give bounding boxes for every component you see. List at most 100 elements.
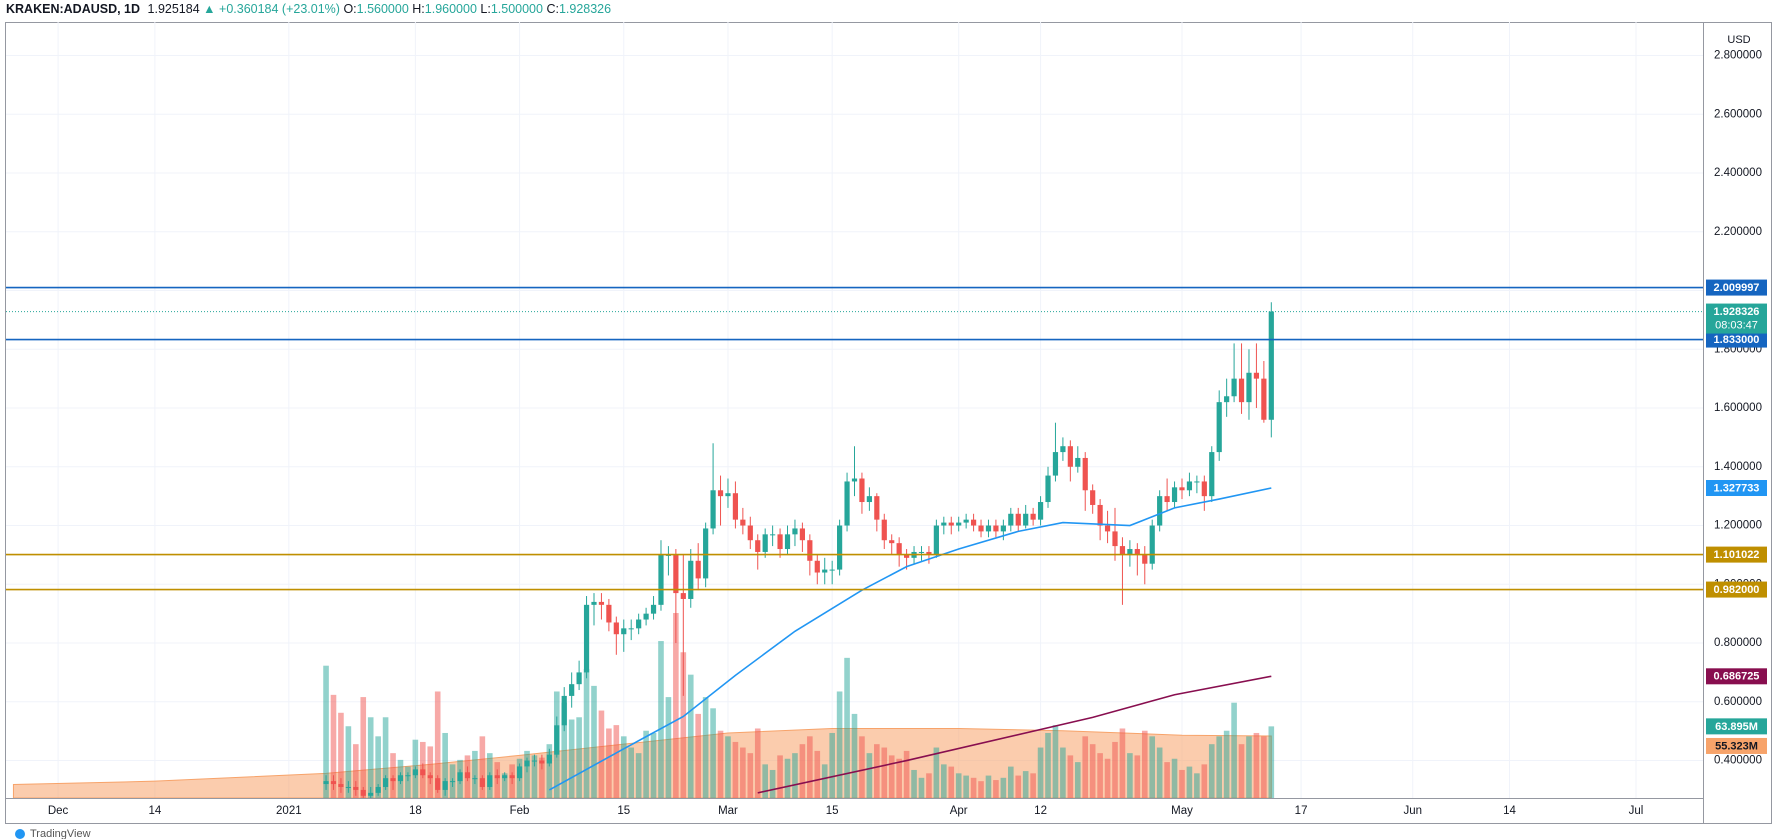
candle-body (345, 786, 351, 788)
x-tick-label: 14 (148, 805, 161, 817)
volume-bar (769, 769, 776, 798)
y-tick-label: 0.600000 (1714, 696, 1762, 708)
candle-body (420, 769, 426, 776)
candle-body (851, 478, 858, 482)
volume-bar (665, 697, 672, 798)
volume-bar (1194, 773, 1200, 798)
volume-bar (680, 652, 687, 798)
candle-body (323, 781, 329, 785)
moving-average-line (548, 487, 1272, 791)
y-tick-label: 2.400000 (1714, 167, 1762, 179)
chart-border (5, 22, 1772, 824)
volume-bar (338, 712, 344, 798)
y-tick-label: 0.800000 (1714, 637, 1762, 649)
candle-body (412, 769, 418, 776)
volume-bar (1082, 736, 1089, 798)
level-label: 2.009997 (1714, 282, 1760, 294)
last-value: 1.925184 (147, 2, 200, 16)
x-tick-label: 17 (1295, 805, 1308, 817)
volume-bar (1000, 777, 1007, 798)
volume-bar (620, 736, 627, 798)
volume-bar (479, 736, 486, 798)
volume-bar (442, 732, 448, 798)
candle-body (717, 490, 724, 497)
volume-bar (1134, 755, 1141, 798)
volume-bar (896, 758, 902, 798)
volume-bar (427, 746, 434, 798)
volume-bar (933, 747, 940, 798)
volume-bar (911, 769, 917, 798)
candle-body (770, 534, 776, 536)
volume-bar (382, 717, 389, 798)
y-tick-label: 2.200000 (1714, 226, 1762, 238)
volume-bar (985, 775, 992, 798)
volume-bar (546, 744, 553, 798)
ohlc-label: L: (480, 2, 491, 16)
volume-bar (1127, 753, 1133, 798)
volume-bar (1022, 771, 1029, 798)
volume-bar (360, 697, 367, 798)
candle-body (814, 560, 820, 573)
volume-bar (1253, 732, 1260, 798)
candle-body (598, 601, 605, 605)
candle-body (1000, 525, 1006, 532)
candle-body (591, 601, 597, 605)
ohlc-label: C: (546, 2, 559, 16)
x-tick-label: 12 (1034, 805, 1047, 817)
candle-body (561, 695, 567, 726)
y-tick-label: 2.800000 (1714, 50, 1762, 62)
ohlc-value: 1.560000 (356, 2, 409, 16)
candle-body (933, 525, 939, 555)
candle-body (1186, 481, 1193, 491)
candle-body (941, 522, 947, 526)
x-tick-label: Mar (718, 805, 738, 817)
volume-bar (1246, 736, 1252, 798)
candle-body (405, 775, 411, 777)
candle-body (1112, 531, 1118, 547)
candle-body (524, 760, 530, 767)
candle-body (1119, 546, 1126, 555)
volume-bar (1179, 769, 1185, 798)
volume-bar (501, 773, 508, 798)
volume-bar (993, 780, 999, 798)
candle-body (1030, 513, 1036, 520)
candle-body (844, 481, 850, 526)
candle-body (531, 760, 538, 762)
candle-body (703, 528, 709, 579)
moving-average-line (757, 675, 1272, 794)
volume-bar (1074, 762, 1081, 798)
volume-bar (717, 730, 724, 798)
candle-body (732, 493, 739, 520)
candle-body (1164, 496, 1170, 503)
volume-bar (1261, 736, 1267, 798)
volume-bar (1015, 775, 1022, 798)
logo (15, 829, 25, 839)
volume-bar (874, 744, 880, 798)
volume-bar (1037, 747, 1044, 798)
volume-bar (740, 747, 746, 798)
volume-bar (754, 728, 761, 798)
volume-bar (1060, 747, 1066, 798)
volume-bar (673, 613, 679, 798)
candle-body (1082, 457, 1088, 491)
level-label-box (1706, 546, 1767, 563)
x-tick-label: Apr (950, 805, 968, 817)
volume-bar (844, 657, 850, 798)
candle-body (636, 619, 642, 629)
candle-body (710, 490, 716, 529)
x-tick-label: Jul (1629, 805, 1644, 817)
candle-body (1216, 402, 1222, 453)
candle-body (1008, 513, 1014, 526)
volume-bar (777, 755, 783, 798)
volume-bar (814, 750, 821, 798)
candle-body (1097, 504, 1103, 526)
candle-body (569, 684, 575, 696)
candle-body (338, 784, 344, 787)
candle-body (866, 496, 872, 503)
candle-body (442, 781, 448, 790)
volume-bar (948, 766, 955, 798)
volume-bar (568, 719, 575, 798)
candle-body (948, 522, 954, 526)
candle-body (1060, 446, 1066, 453)
candle-body (740, 519, 746, 526)
